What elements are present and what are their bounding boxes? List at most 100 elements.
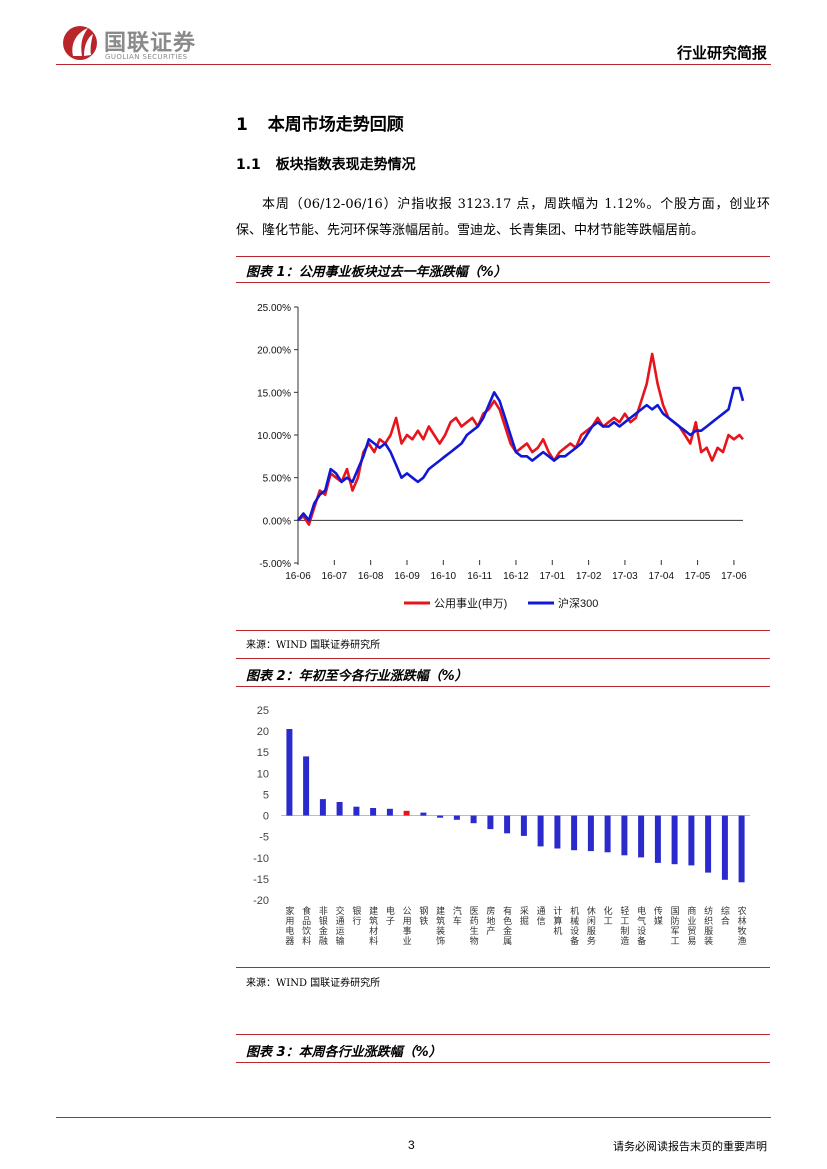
bar-12	[470, 815, 477, 824]
y-tick-label: 10.00%	[257, 431, 291, 442]
bar-4	[336, 802, 343, 816]
category-label: 商业贸易	[686, 905, 696, 946]
category-label: 农林牧渔	[737, 905, 747, 946]
section-title: 本周市场走势回顾	[267, 115, 404, 135]
page-number: 3	[408, 1138, 415, 1152]
category-label: 机械设备	[569, 905, 579, 946]
bar-19	[587, 815, 594, 852]
x-tick-label: 16-07	[322, 571, 348, 582]
figure2-title-rule	[236, 686, 770, 687]
category-label: 纺织服装	[703, 905, 713, 946]
category-label: 公用事业	[402, 906, 412, 946]
bar-18	[571, 815, 578, 851]
bar-9	[420, 812, 427, 816]
bar-11	[453, 815, 460, 820]
x-tick-label: 16-09	[394, 571, 420, 582]
subsection-number: 1.1	[236, 157, 261, 173]
x-tick-label: 16-10	[431, 571, 457, 582]
logo-mark-icon	[63, 26, 97, 60]
figure2-title: 图表 2：年初至今各行业涨跌幅（%）	[246, 669, 468, 684]
bar-28	[738, 815, 745, 883]
bar-15	[520, 815, 527, 836]
y-tick-label: -5.00%	[259, 559, 291, 570]
series-line-2	[296, 386, 745, 522]
x-tick-label: 16-06	[285, 571, 311, 582]
category-label: 采掘	[519, 906, 529, 926]
y-tick-label: 20.00%	[257, 346, 291, 357]
category-label: 非银金融	[318, 905, 328, 946]
category-label: 家用电器	[284, 905, 294, 946]
category-label: 轻工制造	[619, 905, 629, 946]
bar-5	[353, 806, 360, 816]
bar-2	[303, 756, 310, 816]
category-label: 电子	[385, 905, 395, 926]
legend-label-2: 沪深300	[558, 596, 598, 610]
y-tick-label: 25	[257, 705, 269, 717]
line-chart: -5.00% 0.00% 5.00% 10.00% 15.00% 20.00% 25.00%…	[257, 303, 747, 610]
series-line-1	[297, 352, 744, 526]
y-tick-label: -5	[259, 832, 269, 844]
figure1-top-rule	[236, 256, 770, 257]
bar-20	[604, 815, 611, 853]
bar-3	[319, 799, 326, 816]
bar-13	[487, 815, 494, 830]
category-label: 建筑装饰	[435, 905, 445, 946]
x-tick-label: 17-06	[721, 571, 747, 582]
y-tick-label: 15	[257, 747, 269, 759]
y-tick-label: 5.00%	[263, 474, 291, 485]
figure2-source: 来源：WIND 国联证券研究所	[246, 978, 381, 989]
x-tick-label: 17-03	[612, 571, 638, 582]
bar-6	[370, 808, 377, 816]
bar-26	[705, 815, 712, 873]
category-label: 计算机	[552, 905, 562, 936]
category-label: 化工	[603, 905, 613, 926]
x-tick-label: 16-12	[503, 571, 529, 582]
category-label: 通信	[536, 906, 546, 926]
y-tick-label: 20	[257, 726, 269, 738]
category-label: 钢铁	[418, 905, 428, 926]
category-label: 休闲服务	[586, 905, 596, 946]
category-label: 医药生物	[469, 906, 479, 946]
category-label: 房地产	[485, 905, 495, 936]
y-tick-label: -20	[253, 895, 269, 907]
category-label: 银行	[351, 905, 361, 926]
category-label: 汽车	[452, 905, 462, 926]
header-rule	[56, 64, 771, 65]
figure3-top-rule	[236, 1034, 770, 1035]
bar-chart: 25 20 15 10 5 0 -5 -10 -15 -20 家用电器 食品饮料 非银金融 交通运输 银行…	[253, 705, 750, 946]
y-tick-label: 15.00%	[257, 388, 291, 399]
y-tick-label: 25.00%	[257, 303, 291, 314]
category-label: 食品饮料	[301, 905, 311, 946]
bar-17	[554, 815, 561, 849]
subsection-heading: 1.1 板块指数表现走势情况	[236, 154, 416, 174]
bar-16	[537, 815, 544, 847]
bar-24	[671, 815, 678, 865]
y-tick-label: -15	[253, 874, 269, 886]
figure1-source-rule	[236, 630, 770, 631]
disclaimer-note: 请务必阅读报告末页的重要声明	[613, 1140, 767, 1153]
x-tick-label: 17-05	[685, 571, 711, 582]
company-logo: 国联证券 GUOLIAN SECURITIES	[60, 22, 240, 64]
category-label: 传媒	[653, 905, 663, 926]
logo-en-text: GUOLIAN SECURITIES	[105, 53, 188, 61]
figure3-title: 图表 3：本周各行业涨跌幅（%）	[246, 1045, 442, 1060]
figure2-source-rule	[236, 967, 770, 968]
bar-22	[638, 815, 645, 858]
category-label: 有色金属	[502, 905, 512, 946]
x-tick-label: 17-02	[576, 571, 602, 582]
logo-cn-text: 国联证券	[104, 31, 197, 56]
legend-label-1: 公用事业(申万)	[434, 597, 507, 610]
category-label: 电气设备	[636, 905, 646, 946]
y-tick-label: 0.00%	[263, 516, 291, 527]
category-label: 国防军工	[670, 906, 680, 946]
category-label: 建筑材料	[368, 905, 378, 946]
bar-7	[386, 808, 393, 816]
figure1-title-rule	[236, 282, 770, 283]
bar-21	[621, 815, 628, 856]
figure1-title: 图表 1：公用事业板块过去一年涨跌幅（%）	[246, 265, 507, 280]
y-tick-label: 5	[263, 789, 269, 801]
y-tick-label: 0	[263, 811, 269, 823]
section-heading: 1 本周市场走势回顾	[236, 110, 404, 135]
bar-1	[286, 729, 293, 816]
category-label: 综合	[720, 905, 730, 926]
